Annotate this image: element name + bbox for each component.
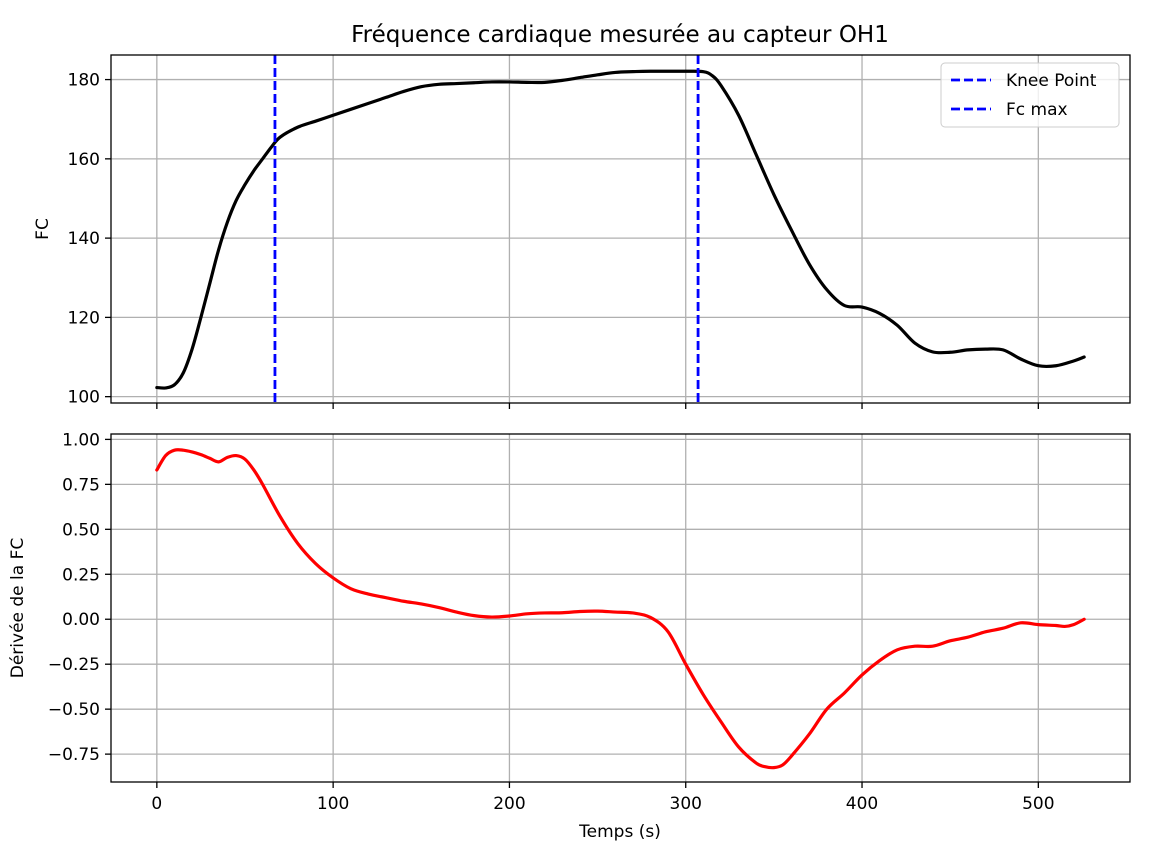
derivative-line xyxy=(155,448,1086,770)
x-tick-label: 300 xyxy=(670,794,702,814)
bot-y-tick-label: 0.00 xyxy=(62,610,100,630)
bottom-y-axis-label: Dérivée de la FC xyxy=(8,538,28,679)
x-tick-label: 100 xyxy=(317,794,349,814)
top-axes-frame xyxy=(110,54,1131,404)
x-tick-label: 400 xyxy=(846,794,878,814)
top-y-axis-label: FC xyxy=(33,218,53,240)
bot-y-tick-label: 1.00 xyxy=(62,430,100,450)
bottom-x-ticks: 0 100 200 300 400 500 xyxy=(151,782,1055,814)
bottom-plot-area xyxy=(155,448,1086,770)
bottom-y-ticks: 1.00 0.75 0.50 0.25 0.00 −0.25 −0.50 −0.75 xyxy=(48,430,111,765)
top-y-ticks: 100 120 140 160 180 xyxy=(68,71,111,408)
heart-rate-line xyxy=(155,69,1086,390)
legend: Knee Point Fc max xyxy=(940,62,1120,128)
x-axis-label: Temps (s) xyxy=(578,822,661,842)
top-y-tick-label: 180 xyxy=(68,71,100,91)
bot-y-tick-label: 0.25 xyxy=(62,565,100,585)
top-plot-area xyxy=(155,55,1086,403)
top-y-tick-label: 120 xyxy=(68,308,100,328)
bot-y-tick-label: 0.75 xyxy=(62,475,100,495)
bottom-axes-frame xyxy=(110,433,1131,783)
top-chart-title: Fréquence cardiaque mesurée au capteur O… xyxy=(351,22,889,48)
top-y-tick-label: 140 xyxy=(68,229,100,249)
legend-knee-point-label: Knee Point xyxy=(1006,71,1097,91)
bot-y-tick-label: −0.25 xyxy=(48,655,100,675)
x-tick-label: 200 xyxy=(493,794,525,814)
legend-fc-max-label: Fc max xyxy=(1006,100,1068,120)
bot-y-tick-label: −0.75 xyxy=(48,745,100,765)
top-y-tick-label: 100 xyxy=(68,388,100,408)
top-x-ticks xyxy=(156,403,1039,409)
bot-y-tick-label: −0.50 xyxy=(48,700,100,720)
heart-rate-panel: 100 120 140 160 180 FC Knee Point Fc max xyxy=(33,54,1131,409)
x-tick-label: 0 xyxy=(151,794,162,814)
top-y-tick-label: 160 xyxy=(68,150,100,170)
bottom-grid xyxy=(111,434,1130,782)
x-tick-label: 500 xyxy=(1022,794,1054,814)
bot-y-tick-label: 0.50 xyxy=(62,520,100,540)
derivative-panel: 0 100 200 300 400 500 1.00 0.75 0.50 0.25 0.00 −0.… xyxy=(8,430,1131,842)
